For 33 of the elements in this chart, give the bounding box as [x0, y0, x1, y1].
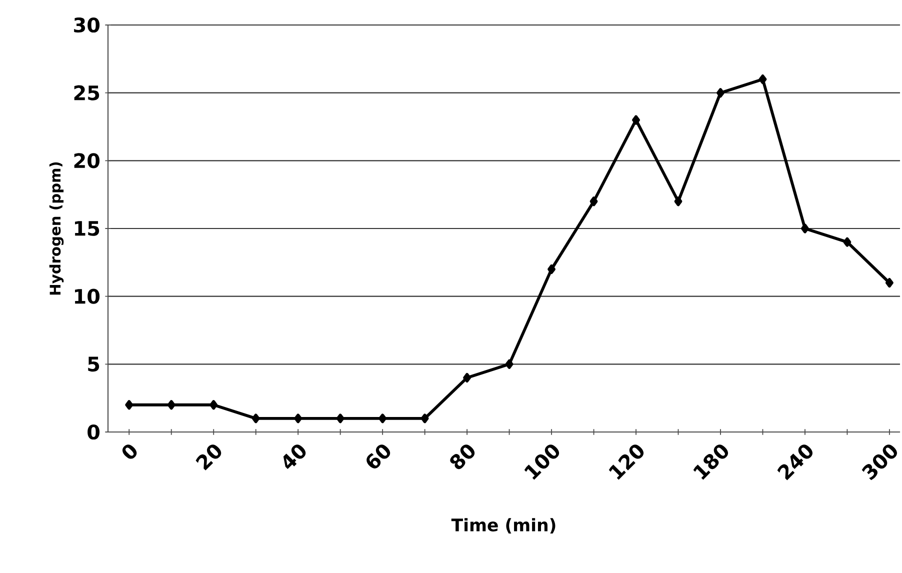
y-tick-label: 15 — [74, 221, 100, 236]
point — [463, 372, 471, 383]
x-tick-label: 20 — [196, 444, 222, 470]
point — [125, 400, 134, 410]
x-tick-label: 80 — [450, 444, 475, 470]
point — [801, 224, 809, 234]
x-tick-label: 40 — [283, 444, 306, 470]
point — [505, 359, 514, 369]
y-tick-label: 10 — [74, 288, 100, 304]
point — [336, 414, 344, 424]
point — [843, 237, 852, 247]
point — [548, 264, 556, 274]
point — [886, 278, 894, 288]
y-tick-label: 20 — [74, 153, 100, 168]
x-tick-label: 0 — [122, 444, 137, 459]
point — [252, 414, 260, 424]
y-tick-label: 25 — [74, 85, 100, 100]
y-tick-label: 30 — [74, 17, 100, 33]
point — [420, 414, 429, 424]
y-tick-label: 5 — [88, 356, 100, 372]
point — [210, 400, 218, 410]
point — [632, 115, 640, 125]
x-axis-title: Time (min) — [451, 518, 556, 534]
point — [590, 196, 598, 206]
point — [716, 88, 724, 98]
y-tick-label: 0 — [88, 424, 100, 440]
y-axis-title: Hydrogen (ppm) — [49, 162, 64, 295]
x-tick-label: 60 — [366, 444, 390, 468]
point — [294, 414, 302, 424]
point — [378, 414, 387, 424]
point — [167, 400, 176, 410]
point — [674, 196, 682, 206]
point — [758, 74, 767, 84]
